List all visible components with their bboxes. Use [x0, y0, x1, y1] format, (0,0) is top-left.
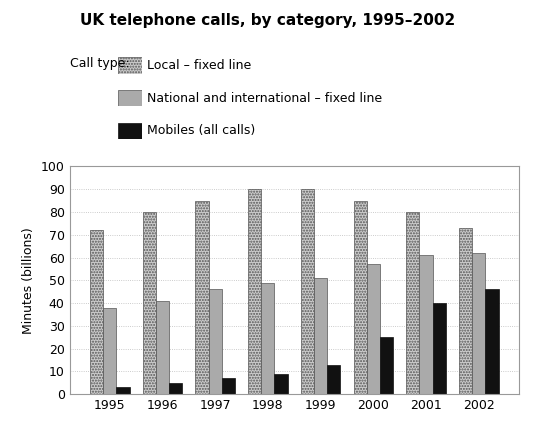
Bar — [195, 201, 209, 394]
Bar — [406, 212, 419, 394]
Bar — [301, 189, 314, 394]
Text: Call type:: Call type: — [70, 57, 129, 70]
Bar — [380, 337, 393, 394]
Bar — [485, 290, 499, 394]
Bar — [169, 383, 182, 394]
Bar — [366, 265, 380, 394]
Bar — [354, 201, 366, 394]
Bar — [274, 374, 288, 394]
Bar — [419, 255, 433, 394]
Bar — [116, 387, 129, 394]
Bar — [248, 189, 261, 394]
Bar — [143, 212, 156, 394]
Bar — [90, 230, 103, 394]
Bar — [103, 307, 116, 394]
Bar — [327, 364, 340, 394]
Bar — [156, 301, 169, 394]
Bar — [459, 228, 472, 394]
Bar — [222, 378, 235, 394]
Bar — [261, 283, 274, 394]
Bar — [472, 253, 485, 394]
Bar — [314, 278, 327, 394]
Text: Local – fixed line: Local – fixed line — [147, 59, 251, 72]
Bar — [209, 290, 222, 394]
Text: UK telephone calls, by category, 1995–2002: UK telephone calls, by category, 1995–20… — [80, 13, 455, 28]
Text: National and international – fixed line: National and international – fixed line — [147, 92, 382, 105]
Text: Mobiles (all calls): Mobiles (all calls) — [147, 124, 255, 138]
Bar — [433, 303, 446, 394]
Y-axis label: Minutes (billions): Minutes (billions) — [22, 227, 35, 334]
